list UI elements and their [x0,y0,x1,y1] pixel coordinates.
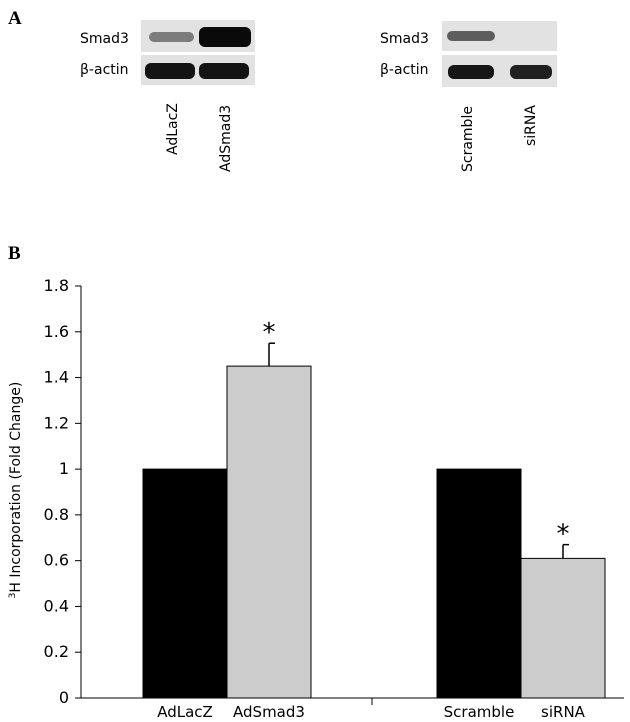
y-tick-label: 1.2 [44,413,69,432]
significance-star: * [263,318,276,348]
right-blot-smad3-strip [442,21,557,51]
actin-band-scramble [448,65,494,79]
y-ticks: 0 0.2 0.4 0.6 0.8 1 1.2 1.4 1.6 1.8 [44,276,81,707]
left-blot-actin-strip [141,55,255,85]
bar-sirna [520,557,606,699]
bar-scramble [436,468,522,699]
panel-a-letter: A [8,8,22,29]
x-tick-label: AdLacZ [157,703,213,721]
right-blot-actin-strip [442,55,557,87]
y-tick-label: 1.6 [44,322,69,341]
smad3-band-scramble [447,31,495,41]
right-blot-smad3-label: Smad3 [380,31,429,47]
svg-text:3H Incorporation (Fold Change): 3H Incorporation (Fold Change) [8,382,24,599]
y-tick-label: 1.8 [44,276,69,295]
x-tick-label: siRNA [541,703,586,721]
panel-b-letter: B [8,243,21,264]
left-blot-smad3-strip [141,20,255,52]
left-blot-actin-label: β-actin [80,62,129,78]
x-tick-labels: AdLacZ AdSmad3 Scramble siRNA [157,703,585,721]
y-tick-label: 0.6 [44,551,69,570]
significance-star: * [557,520,570,550]
left-blot-smad3-label: Smad3 [80,31,129,47]
bar-adlacz [142,468,228,699]
bar-adsmad3 [226,365,312,699]
actin-band-adsmad3 [199,63,249,79]
y-tick-label: 1.4 [44,368,69,387]
y-axis-title-text: H Incorporation (Fold Change) [8,382,24,593]
actin-band-adlacz [145,63,195,79]
y-axis-title-superscript: 3 [8,593,18,599]
y-tick-label: 1 [59,459,69,478]
bars: ** [142,318,606,699]
actin-band-sirna [510,65,552,79]
y-tick-label: 0.4 [44,596,69,615]
x-tick-label: Scramble [444,703,515,721]
y-tick-label: 0.2 [44,642,69,661]
y-tick-label: 0.8 [44,505,69,524]
y-axis-title: 3H Incorporation (Fold Change) [8,382,24,599]
right-blot-actin-label: β-actin [380,62,429,78]
smad3-band-adsmad3 [199,27,251,47]
smad3-band-adlacz [149,32,194,42]
x-tick-label: AdSmad3 [233,703,305,721]
y-tick-label: 0 [59,688,69,707]
